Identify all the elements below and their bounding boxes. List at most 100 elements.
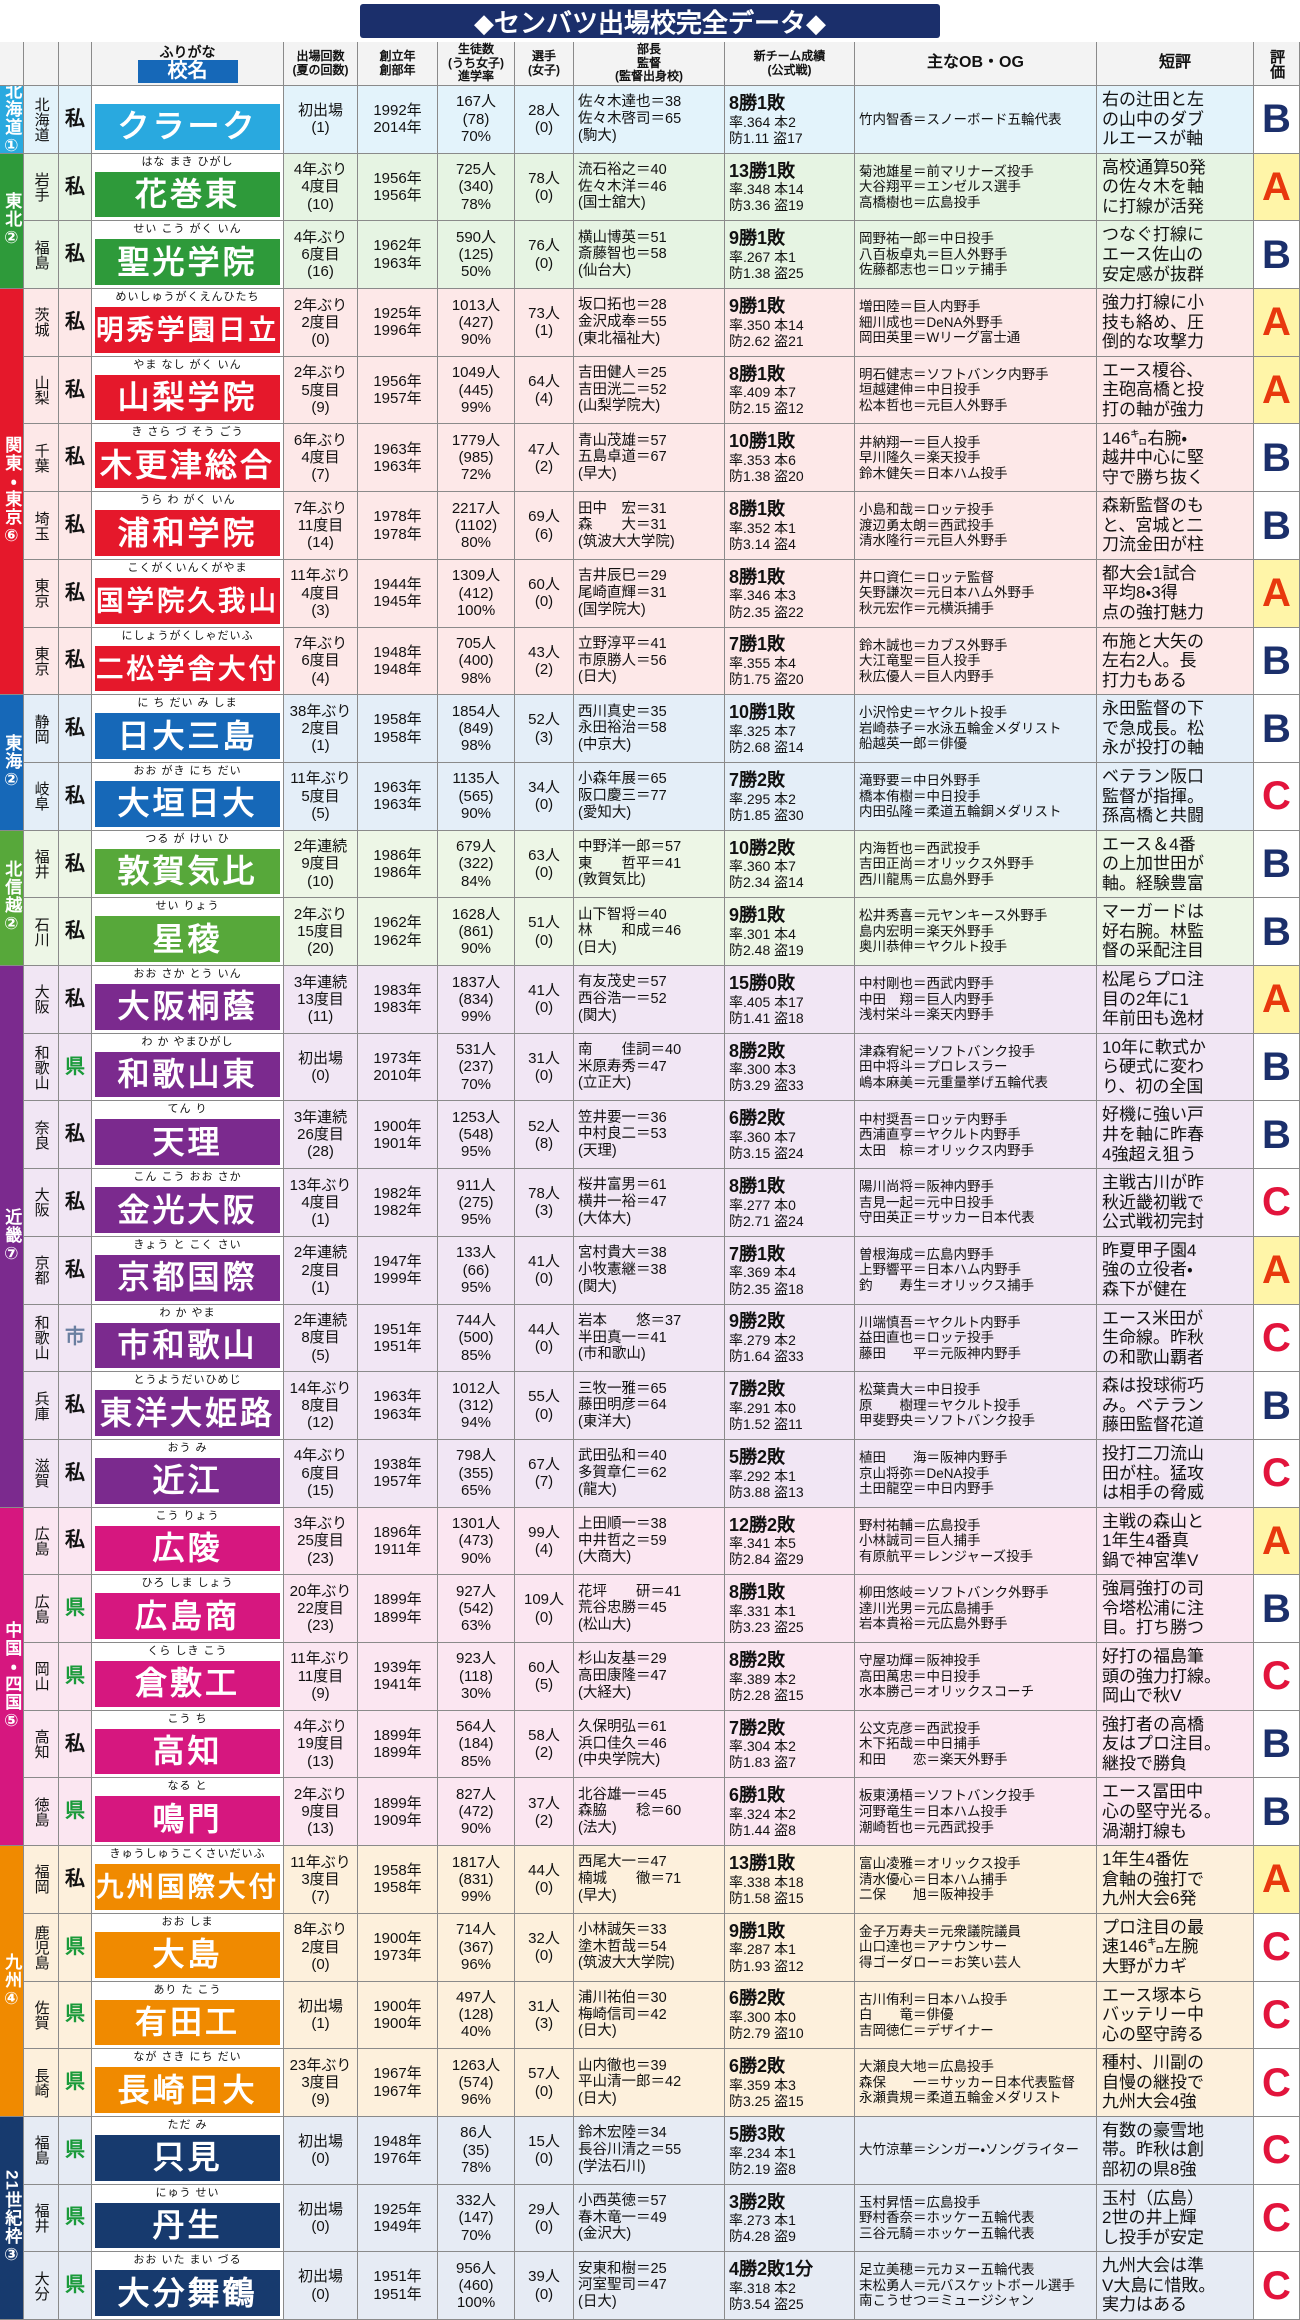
years-line: 1956年 (373, 372, 422, 390)
staff-line: 山内徹也＝39 (578, 2057, 667, 2074)
ob-line: 吉見一起＝元中日投手 (859, 1194, 994, 1210)
staff-cell: 久保明弘＝61 浜口佳久＝46 (中央学院大) (574, 1710, 725, 1779)
students-line: 956人 (455, 2259, 497, 2277)
prefecture: 福島 (24, 2116, 59, 2185)
staff-line: (中央学院大) (578, 1752, 661, 1769)
comment-cell: 種村、川副の 自慢の継投で 九州大会4強 (1097, 2049, 1254, 2117)
students-line: 1301人 (451, 1515, 501, 1533)
years-line: 1941年 (373, 1676, 422, 1694)
record-cell: 9勝2敗 率.279 本2 防1.64 盗33 (725, 1304, 855, 1373)
record-line: 率.353 本6 (729, 452, 796, 469)
years-line: 1956年 (373, 169, 422, 187)
header-label: 選手 (531, 48, 556, 63)
ob-line: 西浦直亨＝ヤクルト内野手 (859, 1127, 1021, 1143)
players-line: 32人 (528, 1929, 560, 1947)
staff-line: 金沢成奉＝55 (578, 314, 667, 331)
grade-cell: B (1254, 492, 1300, 560)
ob-line: 秋元宏作＝元横浜捕手 (859, 600, 994, 616)
apps-cell: 23年ぶり 3度目 (9) (284, 2049, 358, 2117)
school-type-label: 私 (65, 1529, 85, 1552)
players-cell: 64人 (4) (515, 356, 574, 425)
ob-line: 田中将斗＝プロレスラー (859, 1059, 1008, 1075)
students-cell: 927人 (542) 63% (438, 1575, 515, 1644)
prefecture: 岡山 (24, 1643, 59, 1711)
apps-line: 2年連続 (293, 1312, 348, 1329)
staff-cell: 北谷雄一＝45 森脇 稔＝60 (法大) (574, 1778, 725, 1847)
record-line: 率.352 本1 (729, 519, 796, 536)
students-line: 827人 (455, 1785, 497, 1803)
players-line: 31人 (528, 1049, 560, 1067)
ob-cell: 足立美穂＝元カヌー五輪代表 末松勇人＝元バスケットボール選手 南こうせつ＝ミュージシ… (855, 2252, 1097, 2320)
staff-line: 小林誠矢＝33 (578, 1922, 667, 1939)
prefecture: 大阪 (24, 966, 59, 1034)
players-line: (0) (534, 187, 554, 205)
school-type: 私 (59, 492, 92, 560)
header-kana: ふりがな (159, 43, 216, 60)
school-name: 大分舞鶴 (95, 2270, 280, 2316)
students-line: 1854人 (451, 702, 501, 720)
staff-cell: 杉山友基＝29 高田康隆＝47 (大経大) (574, 1643, 725, 1711)
record-line: 5勝2敗 (729, 1446, 786, 1467)
ob-line: 明石健志＝ソフトバンク内野手 (859, 366, 1049, 382)
students-line: (312) (458, 1396, 494, 1414)
students-line: (834) (458, 990, 494, 1008)
apps-cell: 4年ぶり 19度目 (13) (284, 1710, 358, 1779)
school-name: 敦賀気比 (95, 848, 280, 895)
prefecture: 福島 (24, 221, 59, 290)
region-label: 関東・東京⑥ (0, 289, 24, 696)
region-name: 東海② (2, 733, 22, 791)
grade-cell: C (1254, 1643, 1300, 1711)
school-type: 県 (59, 1913, 92, 1982)
school-type: 私 (59, 762, 92, 831)
apps-line: 初出場 (297, 102, 343, 120)
apps-line: 2度目 (301, 719, 340, 737)
record-line: 率.300 本3 (729, 1061, 796, 1078)
school-kana: わ か やま (92, 1304, 283, 1322)
grade-letter: A (1262, 1248, 1291, 1293)
players-cell: 76人 (0) (515, 221, 574, 290)
comment-line: は相手の脅威 (1102, 1483, 1204, 1503)
record-cell: 7勝1敗 率.355 本4 防1.75 盗20 (725, 627, 855, 696)
grade-cell: B (1254, 221, 1300, 290)
comment-cell: ベテラン阪口 監督が指揮。 孫高橋と共闘 (1097, 762, 1254, 831)
region-label: 近畿⑦ (0, 966, 24, 1508)
students-line: 927人 (455, 1582, 497, 1600)
players-line: (0) (534, 1879, 554, 1897)
prefecture: 福井 (24, 2184, 59, 2253)
school-name-cell: おう み近江 (92, 1439, 284, 1508)
school-type: 私 (59, 356, 92, 425)
ob-line: 中田 翔＝巨人内野手 (859, 991, 994, 1007)
school-type: 私 (59, 1439, 92, 1508)
staff-line: 久保明弘＝61 (578, 1719, 667, 1736)
students-line: 70% (460, 127, 492, 145)
staff-line: (早大) (578, 466, 617, 483)
apps-line: (0) (311, 1067, 330, 1085)
students-line: (66) (462, 1261, 490, 1279)
grade-cell: C (1254, 1913, 1300, 1982)
school-kana: とうようだいひめじ (92, 1372, 283, 1390)
staff-cell: 立野淳平＝41 市原勝人＝56 (日大) (574, 627, 725, 696)
ob-cell: 井納翔一＝巨人投手 早川隆久＝楽天投手 鈴木健矢＝日本ハム投手 (855, 424, 1097, 493)
students-line: 1817人 (451, 1853, 501, 1871)
years-line: 1948年 (373, 643, 422, 661)
players-cell: 41人 (0) (515, 966, 574, 1034)
apps-line: 4年ぶり (293, 228, 348, 246)
players-line: 63人 (528, 846, 560, 864)
grade-letter: C (1262, 2263, 1291, 2308)
players-line: (0) (534, 1947, 554, 1965)
record-line: 防1.83 盗7 (729, 1754, 796, 1771)
school-type-label: 県 (65, 2138, 85, 2161)
prefecture: 石川 (24, 898, 59, 967)
comment-cell: エース塚本ら バッテリー中 心の堅守誇る (1097, 1981, 1254, 2050)
staff-line: 佐々木達也＝38 (578, 94, 682, 111)
school-type: 県 (59, 2252, 92, 2320)
record-line: 8勝1敗 (729, 1582, 786, 1603)
school-type-label: 県 (65, 1664, 85, 1687)
school-name: 広島商 (95, 1593, 280, 1640)
ob-line: 吉田正尚＝オリックス外野手 (859, 856, 1035, 872)
staff-line: (東北福祉大) (578, 330, 661, 347)
grade-letter: B (1262, 638, 1291, 683)
students-cell: 86人 (35) 78% (438, 2116, 515, 2185)
ob-line: 原 樹理＝ヤクルト投手 (859, 1397, 1021, 1413)
apps-line: (1) (311, 2014, 330, 2032)
